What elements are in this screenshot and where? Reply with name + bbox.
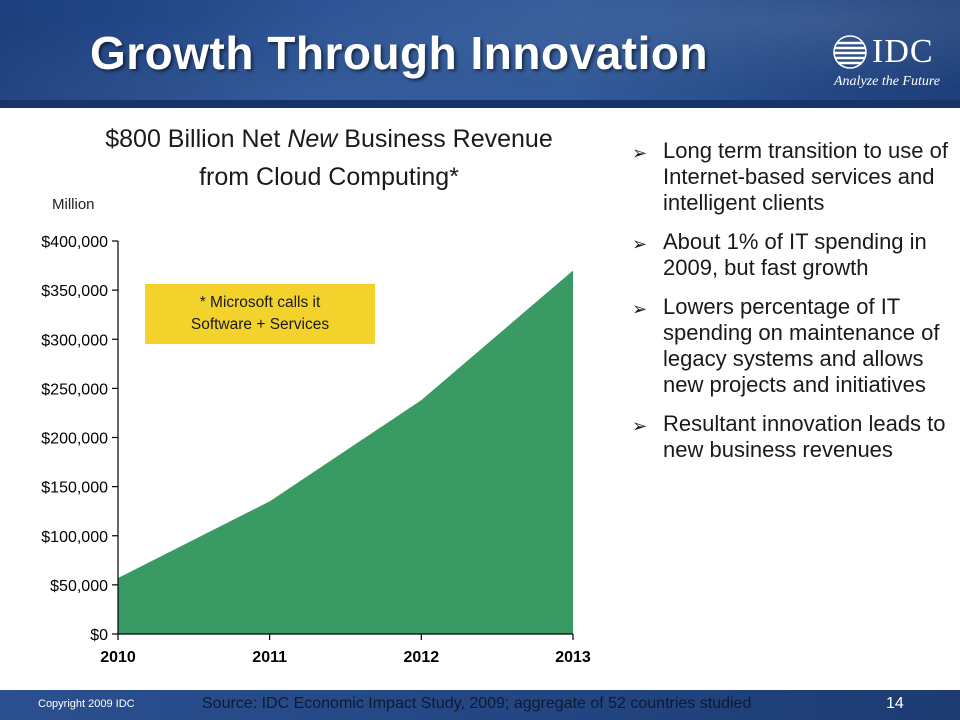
bullet-item: ➢ About 1% of IT spending in 2009, but f…	[632, 229, 950, 281]
x-tick-label: 2010	[100, 649, 136, 666]
area-series	[118, 270, 573, 634]
bullet-item: ➢ Resultant innovation leads to new busi…	[632, 411, 950, 463]
bullet-text: Long term transition to use of Internet-…	[663, 138, 948, 215]
page-number: 14	[886, 695, 904, 712]
slide-footer: Copyright 2009 IDC Source: IDC Economic …	[0, 690, 960, 720]
y-tick-label: $350,000	[41, 283, 108, 300]
chart-title-emphasis: New	[287, 125, 338, 153]
chart-title: $800 Billion Net New Business Revenue fr…	[90, 120, 568, 196]
logo-name: IDC	[872, 33, 934, 70]
note-box: * Microsoft calls it Software + Services	[145, 284, 375, 344]
slide-header: Growth Through Innovation IDC Analyze th…	[0, 0, 960, 108]
y-tick-label: $100,000	[41, 529, 108, 546]
y-tick-label: $200,000	[41, 431, 108, 448]
note-line-2: Software + Services	[190, 316, 330, 333]
copyright-text: Copyright 2009 IDC	[38, 698, 135, 710]
idc-logo: IDC Analyze the Future	[832, 34, 952, 94]
slide-title: Growth Through Innovation	[90, 27, 709, 79]
bullet-item: ➢ Long term transition to use of Interne…	[632, 138, 950, 216]
arrow-bullet-icon: ➢	[632, 143, 648, 163]
arrow-bullet-icon: ➢	[632, 416, 648, 436]
y-tick-label: $150,000	[41, 480, 108, 497]
x-tick-label: 2012	[404, 649, 440, 666]
arrow-bullet-icon: ➢	[632, 234, 648, 254]
y-unit-label: Million	[52, 196, 95, 213]
header-bottom-band	[0, 100, 960, 108]
y-tick-label: $300,000	[41, 332, 108, 349]
y-tick-label: $400,000	[41, 234, 108, 251]
header-texture	[0, 0, 960, 108]
note-line-1: * Microsoft calls it	[199, 294, 321, 311]
bullet-list: ➢ Long term transition to use of Interne…	[632, 138, 950, 476]
bullet-text: Resultant innovation leads to new busine…	[663, 411, 946, 462]
chart-title-part-1: $800 Billion Net	[105, 125, 288, 153]
area-chart: $0 $50,000 $100,000 $150,000 $200,000 $250,00…	[41, 234, 591, 666]
bullet-item: ➢ Lowers percentage of IT spending on ma…	[632, 294, 950, 398]
logo-tagline: Analyze the Future	[834, 74, 941, 89]
globe-icon	[833, 35, 867, 69]
source-text: Source: IDC Economic Impact Study, 2009;…	[202, 695, 752, 712]
y-tick-label: $50,000	[50, 578, 108, 595]
x-tick-label: 2013	[555, 649, 591, 666]
y-tick-label: $250,000	[41, 381, 108, 398]
arrow-bullet-icon: ➢	[632, 299, 648, 319]
chart-title-part-3: Business Revenue from Cloud Computing*	[199, 125, 553, 191]
x-tick-label: 2011	[252, 649, 287, 666]
y-tick-label: $0	[90, 627, 108, 644]
bullet-text: Lowers percentage of IT spending on main…	[663, 294, 940, 397]
bullet-text: About 1% of IT spending in 2009, but fas…	[663, 229, 927, 280]
